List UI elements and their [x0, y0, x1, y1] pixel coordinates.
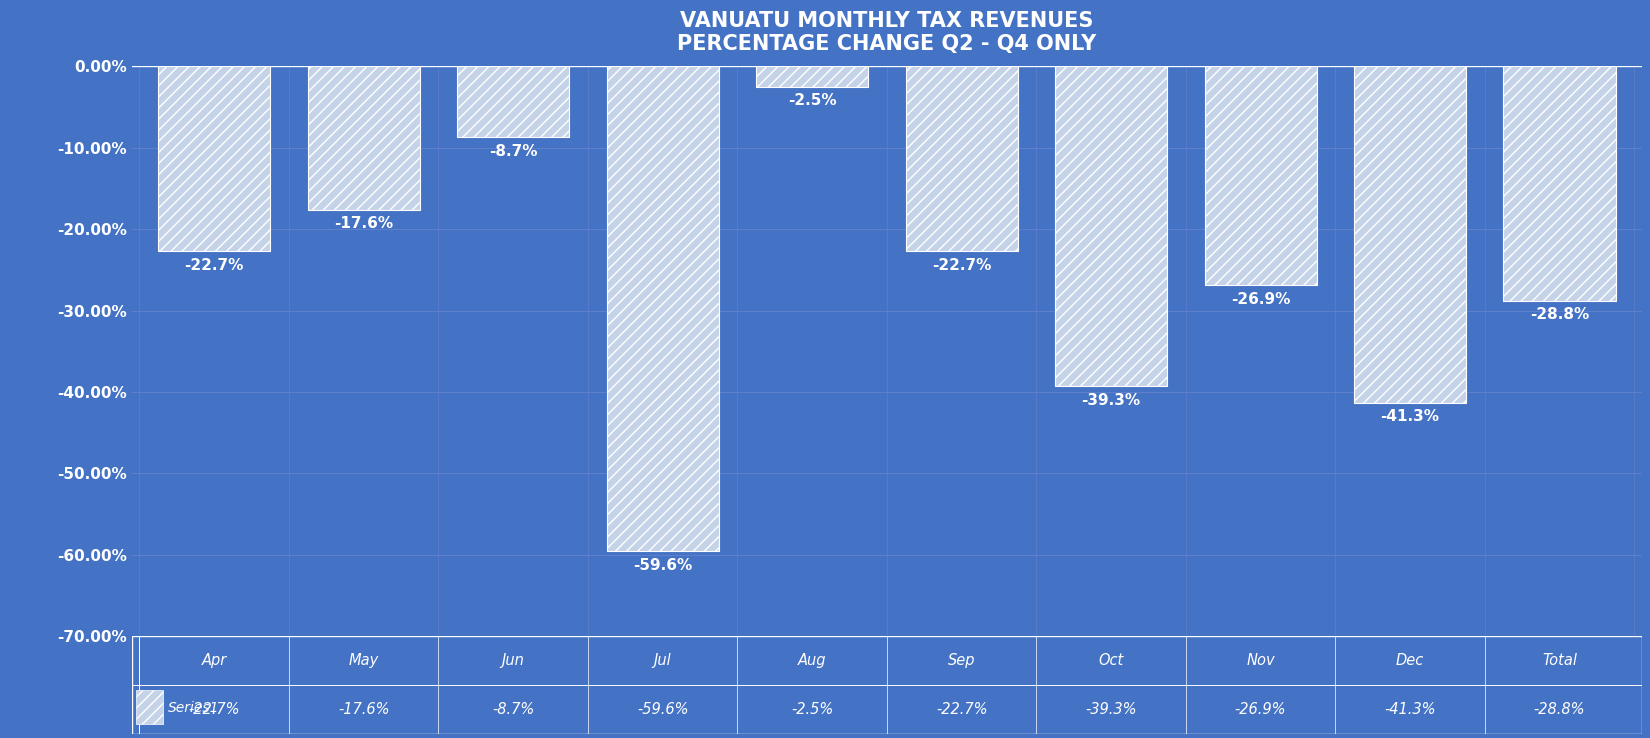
Bar	[307, 66, 419, 210]
Text: -59.6%: -59.6%	[637, 703, 688, 717]
Text: -22.7%: -22.7%	[185, 258, 244, 272]
Text: -59.6%: -59.6%	[634, 558, 693, 573]
Text: -41.3%: -41.3%	[1381, 409, 1439, 424]
Bar	[906, 66, 1018, 251]
Text: -8.7%: -8.7%	[492, 703, 535, 717]
Text: Nov: Nov	[1246, 653, 1275, 668]
Text: Series1: Series1	[168, 701, 219, 715]
Title: VANUATU MONTHLY TAX REVENUES
PERCENTAGE CHANGE Q2 - Q4 ONLY: VANUATU MONTHLY TAX REVENUES PERCENTAGE …	[676, 10, 1097, 54]
Text: -28.8%: -28.8%	[1534, 703, 1586, 717]
Text: Jul: Jul	[653, 653, 672, 668]
Text: Oct: Oct	[1099, 653, 1124, 668]
Text: Sep: Sep	[947, 653, 975, 668]
Bar	[1355, 66, 1467, 402]
Text: Apr: Apr	[201, 653, 226, 668]
Text: Aug: Aug	[799, 653, 827, 668]
Bar	[137, 690, 163, 725]
Text: -22.7%: -22.7%	[188, 703, 239, 717]
Text: -22.7%: -22.7%	[936, 703, 987, 717]
Text: Dec: Dec	[1396, 653, 1424, 668]
Bar	[1204, 66, 1317, 286]
Text: -17.6%: -17.6%	[338, 703, 389, 717]
Bar	[158, 66, 271, 251]
Text: Total: Total	[1543, 653, 1577, 668]
Bar	[1503, 66, 1615, 301]
Text: -41.3%: -41.3%	[1384, 703, 1436, 717]
Text: -28.8%: -28.8%	[1530, 307, 1589, 323]
Bar	[607, 66, 719, 551]
Text: -22.7%: -22.7%	[932, 258, 992, 272]
Text: -2.5%: -2.5%	[787, 93, 837, 108]
Text: -26.9%: -26.9%	[1231, 292, 1290, 307]
Text: May: May	[348, 653, 380, 668]
Text: -8.7%: -8.7%	[488, 144, 538, 159]
Bar	[1054, 66, 1167, 386]
Text: -17.6%: -17.6%	[335, 216, 393, 231]
Text: -26.9%: -26.9%	[1234, 703, 1287, 717]
Text: Jun: Jun	[502, 653, 525, 668]
Bar	[756, 66, 868, 87]
Text: -39.3%: -39.3%	[1081, 393, 1140, 408]
Text: -39.3%: -39.3%	[1086, 703, 1137, 717]
Bar	[457, 66, 569, 137]
Text: -2.5%: -2.5%	[790, 703, 833, 717]
